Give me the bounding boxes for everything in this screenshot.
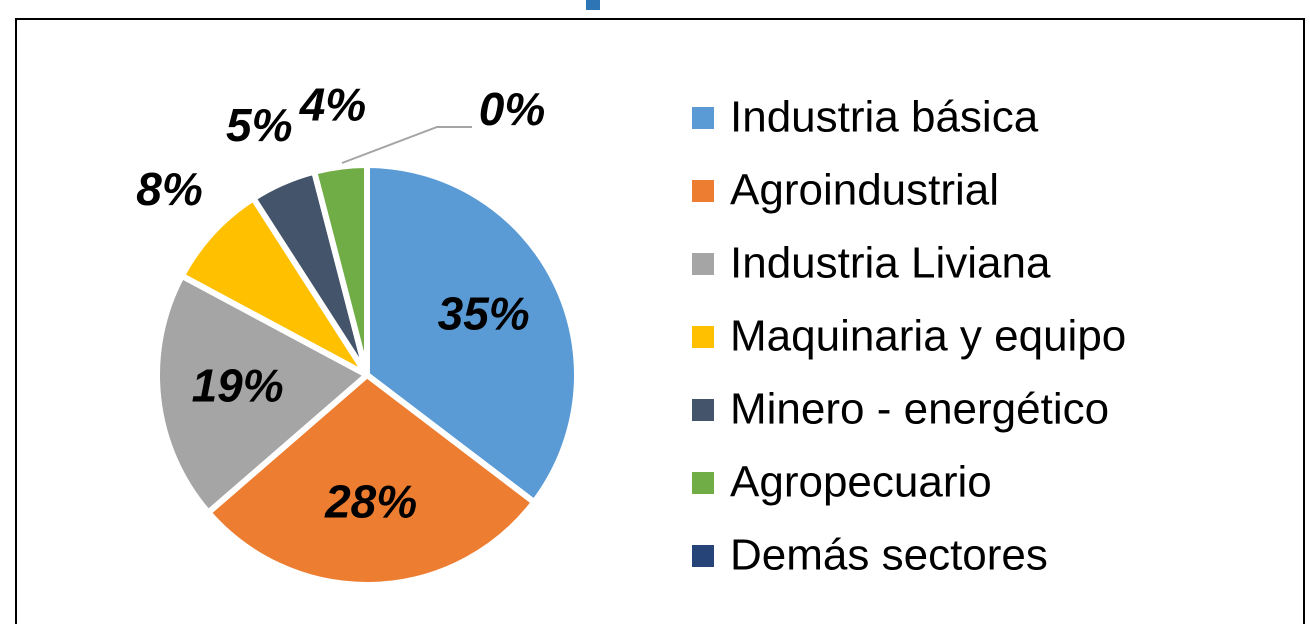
data-label: 0% (479, 83, 545, 135)
legend-label: Industria Liviana (730, 239, 1051, 288)
data-label: 28% (324, 475, 417, 527)
data-label: 35% (438, 287, 530, 339)
legend-label: Industria básica (730, 93, 1039, 142)
leader-line (341, 126, 472, 164)
data-label: 19% (192, 360, 284, 412)
top-marker (586, 0, 600, 10)
legend-label: Agroindustrial (730, 166, 999, 215)
legend-swatch (692, 545, 714, 567)
pie-slice (205, 372, 538, 588)
legend-swatch (692, 326, 714, 348)
legend-label: Minero - energético (730, 385, 1109, 434)
legend-label: Maquinaria y equipo (730, 312, 1126, 361)
legend-swatch (692, 253, 714, 275)
legend-label: Agropecuario (730, 458, 992, 507)
legend-swatch (692, 107, 714, 129)
legend-swatch (692, 399, 714, 421)
legend-label: Demás sectores (730, 531, 1048, 580)
pie-slice (154, 272, 370, 516)
legend-swatch (692, 180, 714, 202)
pie-slice (364, 162, 580, 506)
data-label: 4% (299, 79, 366, 131)
data-label: 8% (136, 163, 202, 215)
legend-swatch (692, 472, 714, 494)
data-label: 5% (226, 99, 292, 151)
